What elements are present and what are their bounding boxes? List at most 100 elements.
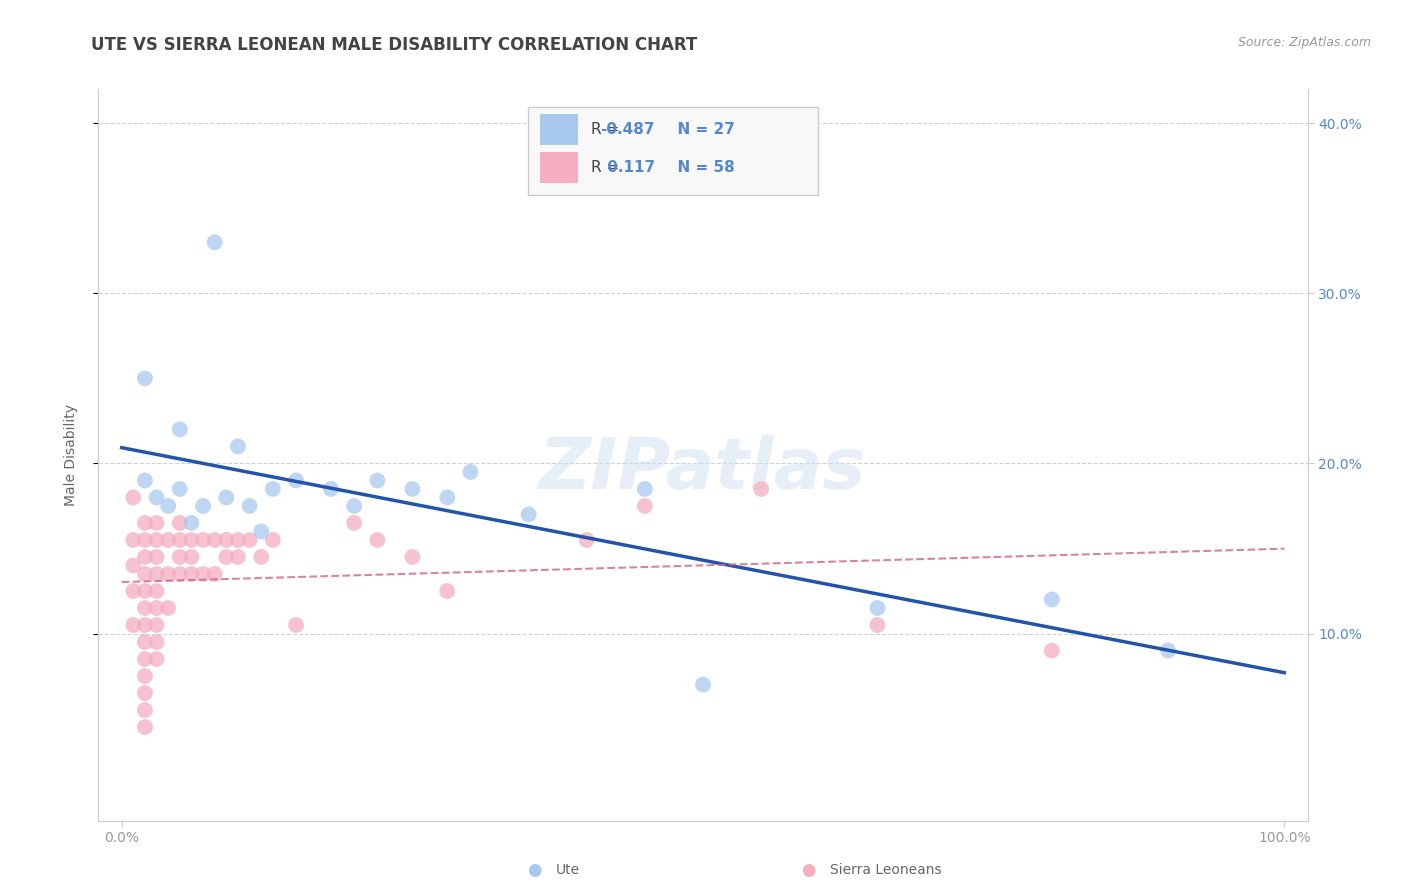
Point [122,533,145,547]
Point [262,533,284,547]
Point [634,482,657,496]
Point [134,601,156,615]
Point [134,652,156,666]
Point [122,491,145,505]
Point [145,601,167,615]
Point [1040,643,1063,657]
Text: Sierra Leoneans: Sierra Leoneans [830,863,941,877]
Point [134,533,156,547]
Point [215,533,238,547]
Point [145,635,167,649]
Text: N = 27: N = 27 [666,122,734,137]
Point [285,474,308,488]
Point [191,533,214,547]
Text: 0.117: 0.117 [602,160,655,175]
Point [134,516,156,530]
Point [180,549,202,564]
Point [634,499,657,513]
Point [401,549,423,564]
Point [215,491,238,505]
Point [239,499,262,513]
Point [157,566,180,581]
Point [134,566,156,581]
Point [134,703,156,717]
Point [169,549,191,564]
Point [180,533,202,547]
Point [169,482,191,496]
Point [134,549,156,564]
Point [191,499,214,513]
Point [157,601,180,615]
Text: ZIPatlas: ZIPatlas [540,435,866,504]
Point [226,533,249,547]
Text: UTE VS SIERRA LEONEAN MALE DISABILITY CORRELATION CHART: UTE VS SIERRA LEONEAN MALE DISABILITY CO… [91,36,697,54]
Text: N = 58: N = 58 [666,160,734,175]
FancyBboxPatch shape [527,108,818,195]
Point [285,618,308,632]
Point [180,516,202,530]
Point [215,549,238,564]
Point [145,652,167,666]
Text: R =: R = [591,122,624,137]
Point [204,533,226,547]
Point [134,686,156,700]
Point [366,474,388,488]
Point [366,533,388,547]
Point [145,533,167,547]
Point [575,533,598,547]
Point [866,601,889,615]
Text: Source: ZipAtlas.com: Source: ZipAtlas.com [1237,36,1371,49]
Point [169,533,191,547]
Point [436,584,458,599]
Point [460,465,482,479]
Point [157,499,180,513]
Point [319,482,342,496]
Text: R =: R = [591,160,624,175]
Point [250,524,273,539]
Point [145,584,167,599]
Point [250,549,273,564]
Point [122,558,145,573]
Point [157,533,180,547]
Text: -0.487: -0.487 [600,122,655,137]
Point [169,566,191,581]
Point [866,618,889,632]
Point [180,566,202,581]
Point [134,635,156,649]
Point [134,618,156,632]
Point [145,549,167,564]
Point [134,669,156,683]
Point [145,516,167,530]
Point [134,584,156,599]
Point [226,439,249,453]
Point [692,677,714,691]
Text: ●: ● [527,861,541,879]
Point [226,549,249,564]
Point [1040,592,1063,607]
Point [145,618,167,632]
Point [122,584,145,599]
Point [1157,643,1180,657]
Point [191,566,214,581]
Text: Ute: Ute [555,863,579,877]
Point [169,422,191,436]
Point [134,371,156,385]
Y-axis label: Male Disability: Male Disability [63,404,77,506]
Point [204,235,226,250]
Point [169,516,191,530]
Point [749,482,772,496]
Point [134,720,156,734]
Point [134,474,156,488]
FancyBboxPatch shape [540,114,578,145]
Point [145,491,167,505]
Point [262,482,284,496]
Point [517,508,540,522]
Point [401,482,423,496]
Point [436,491,458,505]
Point [343,516,366,530]
Point [204,566,226,581]
FancyBboxPatch shape [540,153,578,183]
Point [343,499,366,513]
Point [239,533,262,547]
Point [145,566,167,581]
